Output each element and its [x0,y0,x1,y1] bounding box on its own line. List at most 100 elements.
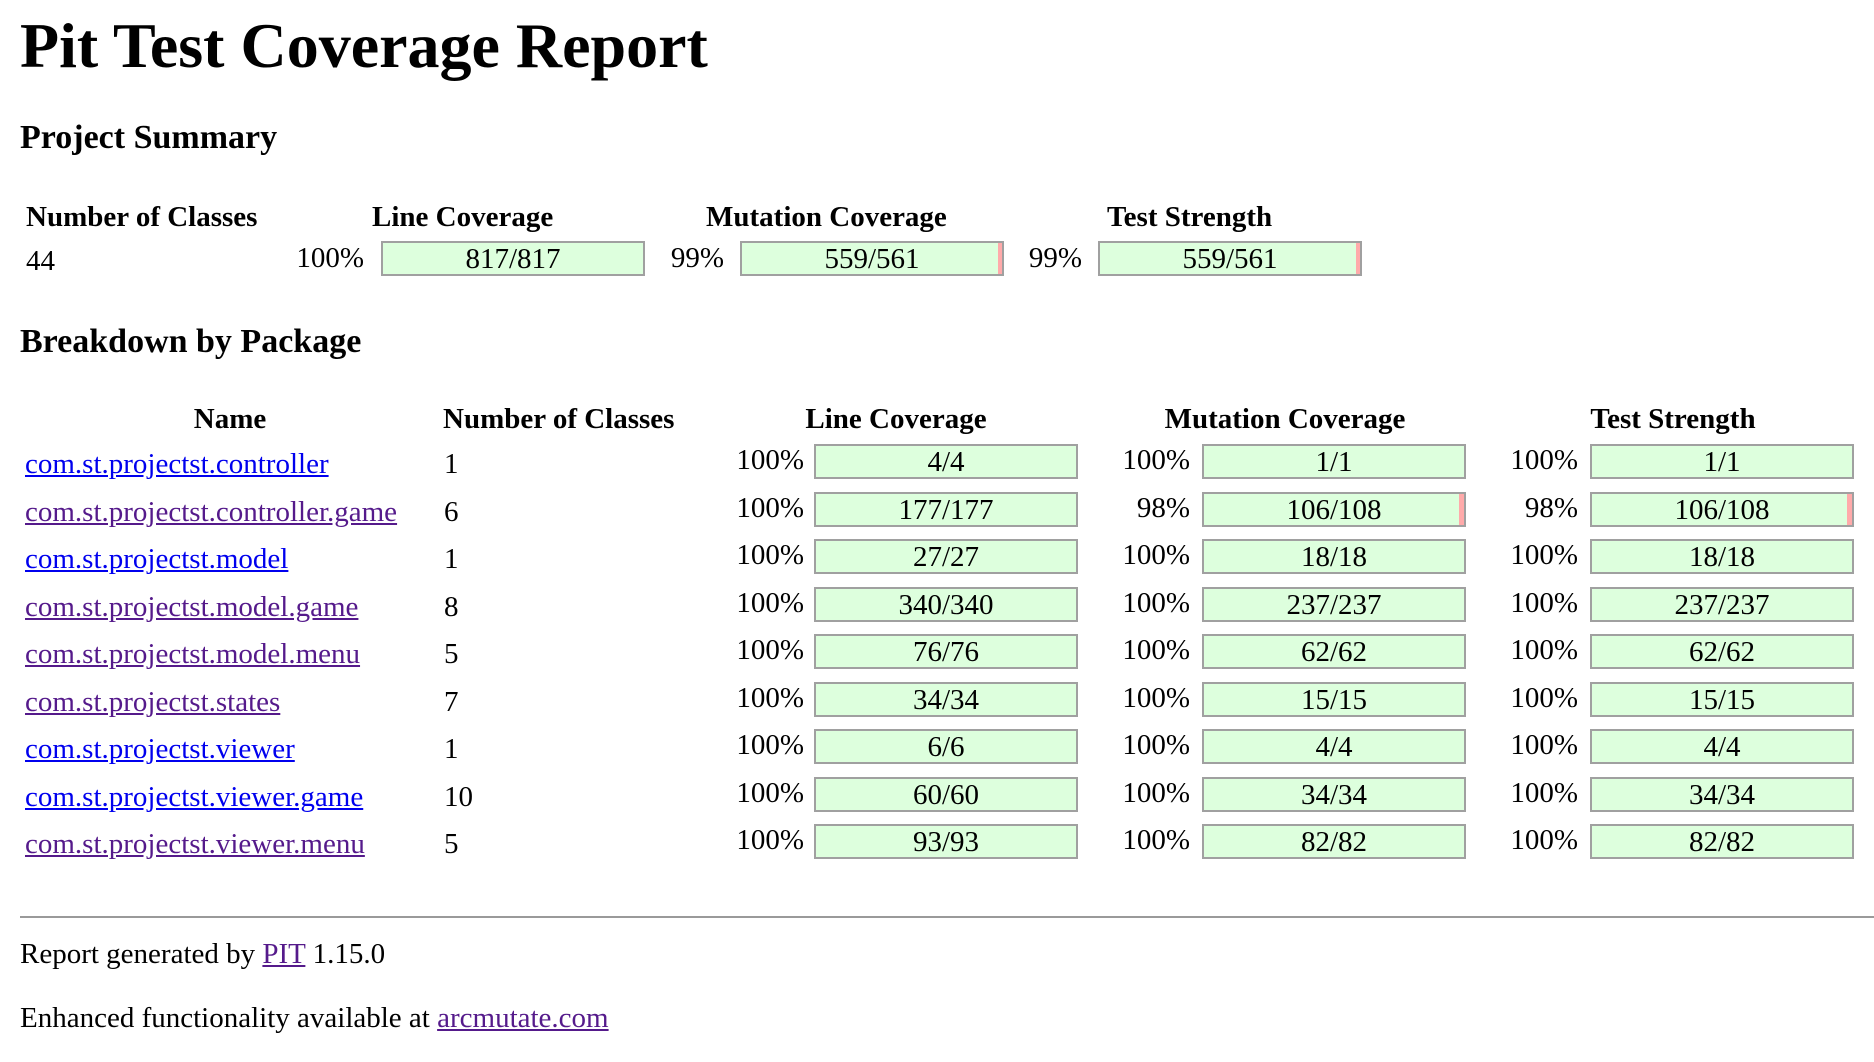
summary-header-mutation: Mutation Coverage [706,201,947,233]
package-line-ratio: 4/4 [927,446,965,478]
package-class-count: 1 [444,448,459,480]
summary-mutation-bar: 559/561 [740,241,1004,276]
package-line-pct: 100% [736,634,804,666]
package-strength-bar: 1/1 [1590,444,1854,479]
package-strength-pct: 100% [1510,634,1578,666]
package-line-bar: 6/6 [814,729,1078,764]
package-strength-pct: 100% [1510,777,1578,809]
package-line-pct: 100% [736,492,804,524]
package-strength-bar: 34/34 [1590,777,1854,812]
table-header-strength: Test Strength [1590,403,1756,435]
report-generated-line: Report generated by PIT 1.15.0 [20,937,385,971]
package-line-bar: 76/76 [814,634,1078,669]
table-header-line: Line Coverage [805,403,987,435]
package-mutation-ratio: 15/15 [1300,684,1368,716]
package-strength-ratio: 82/82 [1688,826,1756,858]
package-line-ratio: 76/76 [912,636,980,668]
package-line-bar: 340/340 [814,587,1078,622]
package-link[interactable]: com.st.projectst.model [25,543,289,575]
package-strength-pct: 100% [1510,682,1578,714]
package-mutation-ratio: 4/4 [1315,731,1353,763]
package-link[interactable]: com.st.projectst.controller [25,448,329,480]
package-line-pct: 100% [736,824,804,856]
package-mutation-pct: 100% [1122,539,1190,571]
package-class-count: 1 [444,543,459,575]
package-strength-bar: 18/18 [1590,539,1854,574]
package-strength-ratio: 15/15 [1688,684,1756,716]
summary-header-line: Line Coverage [372,201,554,233]
package-class-count: 6 [444,496,459,528]
package-mutation-pct: 100% [1122,729,1190,761]
package-line-pct: 100% [736,729,804,761]
package-strength-ratio: 237/237 [1674,589,1770,621]
package-link[interactable]: com.st.projectst.viewer.menu [25,828,365,860]
package-mutation-ratio: 34/34 [1300,779,1368,811]
package-strength-pct: 100% [1510,444,1578,476]
package-mutation-pct: 100% [1122,634,1190,666]
package-link[interactable]: com.st.projectst.model.menu [25,638,361,670]
summary-mutation-ratio: 559/561 [824,243,920,275]
package-link[interactable]: com.st.projectst.controller.game [25,496,398,528]
enhanced-prefix: Enhanced functionality available at [20,1002,430,1034]
package-line-ratio: 340/340 [898,589,994,621]
table-header-mutation: Mutation Coverage [1164,403,1406,435]
package-mutation-bar: 34/34 [1202,777,1466,812]
package-line-ratio: 27/27 [912,541,980,573]
package-mutation-pct: 100% [1122,824,1190,856]
pit-link[interactable]: PIT [262,938,306,970]
package-line-ratio: 93/93 [912,826,980,858]
package-mutation-bar: 62/62 [1202,634,1466,669]
package-line-pct: 100% [736,777,804,809]
package-mutation-bar: 4/4 [1202,729,1466,764]
package-strength-bar: 106/108 [1590,492,1854,527]
package-strength-ratio: 34/34 [1688,779,1756,811]
package-link[interactable]: com.st.projectst.viewer.game [25,781,364,813]
package-line-pct: 100% [736,539,804,571]
package-strength-bar: 237/237 [1590,587,1854,622]
package-mutation-ratio: 62/62 [1300,636,1368,668]
package-strength-bar: 4/4 [1590,729,1854,764]
package-mutation-bar: 18/18 [1202,539,1466,574]
package-line-bar: 177/177 [814,492,1078,527]
package-line-bar: 4/4 [814,444,1078,479]
summary-mutation-pct: 99% [670,242,724,274]
package-line-bar: 34/34 [814,682,1078,717]
package-strength-ratio: 106/108 [1674,494,1770,526]
breakdown-heading: Breakdown by Package [20,323,362,360]
table-header-classes: Number of Classes [443,403,675,435]
package-link[interactable]: com.st.projectst.model.game [25,591,359,623]
summary-line-bar: 817/817 [381,241,645,276]
package-strength-bar: 15/15 [1590,682,1854,717]
package-strength-ratio: 1/1 [1703,446,1741,478]
package-link[interactable]: com.st.projectst.viewer [25,733,295,765]
summary-classes-value: 44 [26,245,55,277]
package-line-ratio: 34/34 [912,684,980,716]
package-class-count: 1 [444,733,459,765]
package-line-ratio: 177/177 [898,494,994,526]
summary-strength-pct: 99% [1028,242,1082,274]
package-mutation-pct: 100% [1122,682,1190,714]
project-summary-heading: Project Summary [20,119,278,156]
package-line-ratio: 6/6 [927,731,965,763]
package-class-count: 8 [444,591,459,623]
summary-header-strength: Test Strength [1107,201,1273,233]
package-mutation-bar: 106/108 [1202,492,1466,527]
package-link[interactable]: com.st.projectst.states [25,686,281,718]
package-mutation-bar: 1/1 [1202,444,1466,479]
package-strength-ratio: 4/4 [1703,731,1741,763]
table-header-name: Name [193,403,267,435]
package-line-pct: 100% [736,682,804,714]
package-class-count: 5 [444,828,459,860]
summary-strength-ratio: 559/561 [1182,243,1278,275]
summary-strength-bar: 559/561 [1098,241,1362,276]
package-line-bar: 27/27 [814,539,1078,574]
package-class-count: 5 [444,638,459,670]
enhanced-functionality-line: Enhanced functionality available at arcm… [20,1001,609,1035]
package-class-count: 7 [444,686,459,718]
package-mutation-ratio: 106/108 [1286,494,1382,526]
package-strength-ratio: 62/62 [1688,636,1756,668]
package-mutation-bar: 237/237 [1202,587,1466,622]
summary-line-ratio: 817/817 [465,243,561,275]
arcmutate-link[interactable]: arcmutate.com [437,1002,609,1034]
package-mutation-ratio: 18/18 [1300,541,1368,573]
